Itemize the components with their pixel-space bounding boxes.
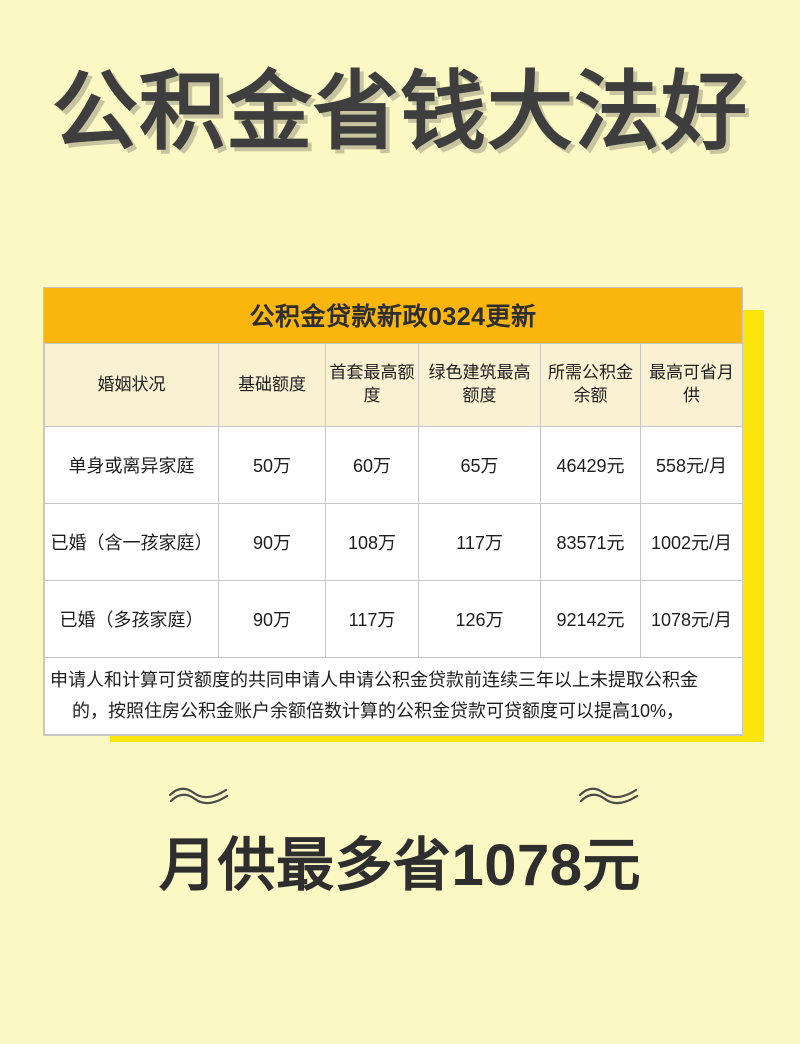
loan-policy-table: 婚姻状况 基础额度 首套最高额度 绿色建筑最高额度 所需公积金余额 最高可省月供… — [44, 343, 743, 735]
loan-policy-table-card: 公积金贷款新政0324更新 婚姻状况 基础额度 首套最高额度 绿色建筑最高额度 … — [44, 288, 743, 735]
table-row: 已婚（含一孩家庭） 90万 108万 117万 83571元 1002元/月 — [44, 503, 743, 581]
table-row: 已婚（多孩家庭） 90万 117万 126万 92142元 1078元/月 — [44, 580, 743, 658]
page-title: 公积金省钱大法好 — [52, 64, 748, 160]
column-header-required-balance: 所需公积金余额 — [540, 343, 641, 427]
cell-base-limit: 50万 — [218, 426, 326, 504]
cell-max-monthly-saving: 1078元/月 — [640, 580, 743, 658]
table-footnote: 申请人和计算可贷额度的共同申请人申请公积金贷款前连续三年以上未提取公积金 的，按… — [44, 657, 743, 735]
wavy-line-icon — [578, 787, 639, 805]
cell-required-balance: 46429元 — [540, 426, 641, 504]
footnote-line-2: 的，按照住房公积金账户余额倍数计算的公积金贷款可贷额度可以提高10%， — [72, 701, 685, 721]
cell-green-building-max: 117万 — [418, 503, 541, 581]
cell-first-home-max: 108万 — [325, 503, 419, 581]
column-header-base-limit: 基础额度 — [218, 343, 326, 427]
cell-marital-status: 单身或离异家庭 — [44, 426, 219, 504]
table-footnote-row: 申请人和计算可贷额度的共同申请人申请公积金贷款前连续三年以上未提取公积金 的，按… — [44, 657, 743, 735]
cell-max-monthly-saving: 1002元/月 — [640, 503, 743, 581]
footnote-line-1: 申请人和计算可贷额度的共同申请人申请公积金贷款前连续三年以上未提取公积金 — [50, 669, 698, 690]
cell-base-limit: 90万 — [218, 580, 326, 658]
cell-green-building-max: 126万 — [418, 580, 541, 658]
cell-marital-status: 已婚（多孩家庭） — [44, 580, 219, 658]
cell-base-limit: 90万 — [218, 503, 326, 581]
summary-headline: 月供最多省1078元 — [158, 833, 642, 898]
column-header-max-monthly-saving: 最高可省月供 — [640, 343, 743, 427]
cell-green-building-max: 65万 — [418, 426, 541, 504]
table-row: 单身或离异家庭 50万 60万 65万 46429元 558元/月 — [44, 426, 743, 504]
column-header-green-building-max: 绿色建筑最高额度 — [418, 343, 541, 427]
column-header-marital-status: 婚姻状况 — [44, 343, 219, 427]
wavy-line-icon — [168, 787, 229, 805]
table-header-row: 婚姻状况 基础额度 首套最高额度 绿色建筑最高额度 所需公积金余额 最高可省月供 — [44, 343, 743, 427]
table-title: 公积金贷款新政0324更新 — [44, 288, 742, 343]
cell-required-balance: 92142元 — [540, 580, 641, 658]
cell-marital-status: 已婚（含一孩家庭） — [44, 503, 219, 581]
cell-max-monthly-saving: 558元/月 — [640, 426, 743, 504]
column-header-first-home-max: 首套最高额度 — [325, 343, 419, 427]
cell-required-balance: 83571元 — [540, 503, 641, 581]
cell-first-home-max: 60万 — [325, 426, 419, 504]
cell-first-home-max: 117万 — [325, 580, 419, 658]
